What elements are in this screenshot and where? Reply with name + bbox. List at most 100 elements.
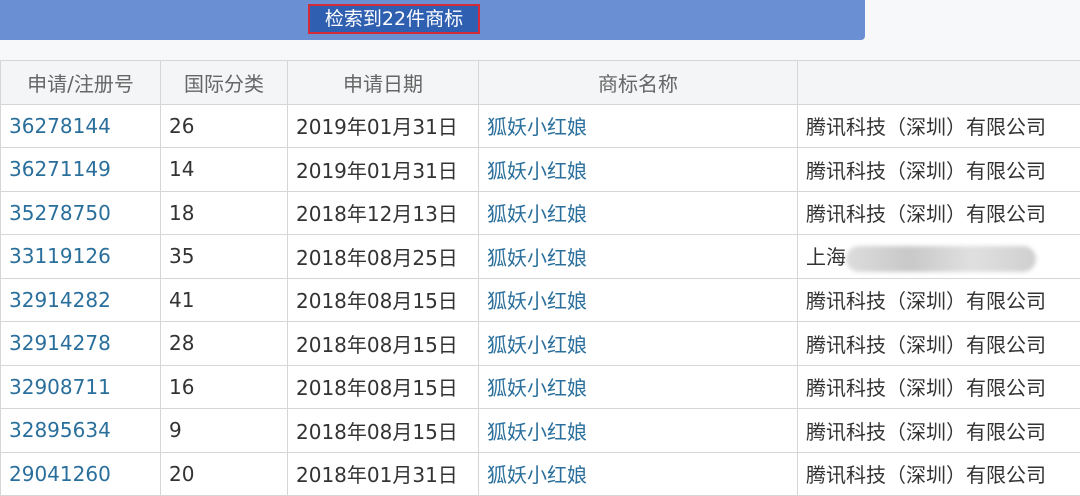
class-cell-text: 14 — [169, 157, 194, 181]
registration-number-link[interactable]: 29041260 — [1, 452, 161, 496]
class-cell: 14 — [161, 148, 288, 192]
applicant-cell: 腾讯科技（深圳）有限公司 — [798, 322, 1080, 366]
date-cell: 2018年01月31日 — [288, 452, 479, 496]
results-banner: 检索到22件商标 — [0, 0, 865, 40]
date-cell: 2018年08月15日 — [288, 322, 479, 366]
trademark-name-link[interactable]: 狐妖小红娘 — [479, 235, 798, 279]
header-number[interactable]: 申请/注册号 — [1, 61, 161, 105]
date-cell-text: 2018年01月31日 — [296, 463, 458, 487]
trademark-name-link-text: 狐妖小红娘 — [487, 289, 587, 313]
trademark-name-link-text: 狐妖小红娘 — [487, 376, 587, 400]
date-cell-text: 2018年08月15日 — [296, 333, 458, 357]
header-name[interactable]: 商标名称 — [479, 61, 798, 105]
class-cell-text: 41 — [169, 288, 194, 312]
date-cell: 2018年08月15日 — [288, 278, 479, 322]
trademark-name-link-text: 狐妖小红娘 — [487, 202, 587, 226]
applicant-cell-text: 腾讯科技（深圳）有限公司 — [806, 202, 1046, 226]
registration-number-link[interactable]: 36271149 — [1, 148, 161, 192]
date-cell-text: 2018年08月15日 — [296, 420, 458, 444]
trademark-name-link[interactable]: 狐妖小红娘 — [479, 191, 798, 235]
class-cell: 16 — [161, 365, 288, 409]
trademark-name-link-text: 狐妖小红娘 — [487, 333, 587, 357]
applicant-cell: 腾讯科技（深圳）有限公司 — [798, 365, 1080, 409]
registration-number-link-text: 32914278 — [9, 331, 111, 355]
trademark-name-link-text: 狐妖小红娘 — [487, 115, 587, 139]
date-cell-text: 2019年01月31日 — [296, 159, 458, 183]
trademark-name-link[interactable]: 狐妖小红娘 — [479, 365, 798, 409]
class-cell: 35 — [161, 235, 288, 279]
registration-number-link-text: 35278750 — [9, 201, 111, 225]
date-cell-text: 2018年08月25日 — [296, 246, 458, 270]
registration-number-link-text: 32908711 — [9, 375, 111, 399]
date-cell-text: 2018年12月13日 — [296, 202, 458, 226]
class-cell: 26 — [161, 104, 288, 148]
date-cell-text: 2018年08月15日 — [296, 289, 458, 313]
class-cell-text: 18 — [169, 201, 194, 225]
registration-number-link[interactable]: 36278144 — [1, 104, 161, 148]
header-date[interactable]: 申请日期 — [288, 61, 479, 105]
trademark-name-link[interactable]: 狐妖小红娘 — [479, 148, 798, 192]
class-cell: 28 — [161, 322, 288, 366]
registration-number-link[interactable]: 32895634 — [1, 409, 161, 453]
redacted-blur — [846, 246, 1036, 272]
table-row: 29041260 20 2018年01月31日 狐妖小红娘 腾讯科技（深圳）有限公司 — [1, 452, 1080, 496]
applicant-cell: 腾讯科技（深圳）有限公司 — [798, 191, 1080, 235]
applicant-cell-text: 腾讯科技（深圳）有限公司 — [806, 376, 1046, 400]
trademark-name-link[interactable]: 狐妖小红娘 — [479, 278, 798, 322]
class-cell-text: 28 — [169, 331, 194, 355]
registration-number-link[interactable]: 35278750 — [1, 191, 161, 235]
applicant-cell-text: 腾讯科技（深圳）有限公司 — [806, 115, 1046, 139]
registration-number-link-text: 36271149 — [9, 157, 111, 181]
date-cell: 2019年01月31日 — [288, 148, 479, 192]
class-cell-text: 16 — [169, 375, 194, 399]
header-applicant[interactable] — [798, 61, 1080, 105]
applicant-cell: 腾讯科技（深圳）有限公司 — [798, 452, 1080, 496]
class-cell: 9 — [161, 409, 288, 453]
applicant-cell-text: 腾讯科技（深圳）有限公司 — [806, 289, 1046, 313]
registration-number-link[interactable]: 33119126 — [1, 235, 161, 279]
class-cell: 41 — [161, 278, 288, 322]
date-cell: 2018年12月13日 — [288, 191, 479, 235]
table-row: 32908711 16 2018年08月15日 狐妖小红娘 腾讯科技（深圳）有限公司 — [1, 365, 1080, 409]
class-cell-text: 9 — [169, 418, 182, 442]
registration-number-link-text: 32895634 — [9, 418, 111, 442]
class-cell-text: 26 — [169, 114, 194, 138]
table-row: 36271149 14 2019年01月31日 狐妖小红娘 腾讯科技（深圳）有限公司 — [1, 148, 1080, 192]
trademark-name-link-text: 狐妖小红娘 — [487, 246, 587, 270]
date-cell-text: 2019年01月31日 — [296, 115, 458, 139]
table-row: 33119126 35 2018年08月25日 狐妖小红娘 上海 — [1, 235, 1080, 279]
trademark-table: 申请/注册号 国际分类 申请日期 商标名称 36278144 26 2019年01月… — [0, 60, 1080, 496]
date-cell: 2018年08月15日 — [288, 365, 479, 409]
trademark-name-link[interactable]: 狐妖小红娘 — [479, 322, 798, 366]
trademark-name-link-text: 狐妖小红娘 — [487, 463, 587, 487]
date-cell-text: 2018年08月15日 — [296, 376, 458, 400]
registration-number-link[interactable]: 32914278 — [1, 322, 161, 366]
applicant-cell: 腾讯科技（深圳）有限公司 — [798, 409, 1080, 453]
registration-number-link-text: 29041260 — [9, 462, 111, 486]
applicant-cell: 上海 — [798, 235, 1080, 279]
class-cell-text: 20 — [169, 462, 194, 486]
registration-number-link-text: 33119126 — [9, 244, 111, 268]
date-cell: 2018年08月15日 — [288, 409, 479, 453]
trademark-name-link[interactable]: 狐妖小红娘 — [479, 409, 798, 453]
table-header: 申请/注册号 国际分类 申请日期 商标名称 — [1, 61, 1080, 105]
result-count: 检索到22件商标 — [308, 4, 480, 34]
date-cell: 2019年01月31日 — [288, 104, 479, 148]
applicant-cell: 腾讯科技（深圳）有限公司 — [798, 148, 1080, 192]
table-row: 35278750 18 2018年12月13日 狐妖小红娘 腾讯科技（深圳）有限公司 — [1, 191, 1080, 235]
registration-number-link[interactable]: 32914282 — [1, 278, 161, 322]
class-cell: 18 — [161, 191, 288, 235]
trademark-name-link-text: 狐妖小红娘 — [487, 159, 587, 183]
registration-number-link[interactable]: 32908711 — [1, 365, 161, 409]
trademark-name-link[interactable]: 狐妖小红娘 — [479, 104, 798, 148]
applicant-cell: 腾讯科技（深圳）有限公司 — [798, 104, 1080, 148]
applicant-cell-text: 上海 — [806, 245, 846, 269]
applicant-cell-text: 腾讯科技（深圳）有限公司 — [806, 333, 1046, 357]
date-cell: 2018年08月25日 — [288, 235, 479, 279]
table-row: 32914282 41 2018年08月15日 狐妖小红娘 腾讯科技（深圳）有限公司 — [1, 278, 1080, 322]
applicant-cell-text: 腾讯科技（深圳）有限公司 — [806, 159, 1046, 183]
applicant-cell-text: 腾讯科技（深圳）有限公司 — [806, 463, 1046, 487]
class-cell-text: 35 — [169, 244, 194, 268]
header-class[interactable]: 国际分类 — [161, 61, 288, 105]
trademark-name-link[interactable]: 狐妖小红娘 — [479, 452, 798, 496]
